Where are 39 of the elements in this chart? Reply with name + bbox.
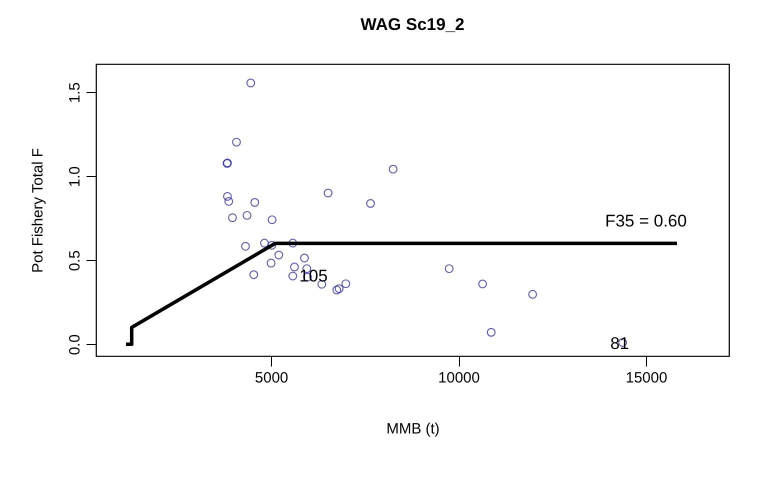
y-tick-label: 0.0 xyxy=(66,334,84,356)
point xyxy=(388,164,398,174)
point xyxy=(267,240,276,250)
point xyxy=(228,213,237,222)
point xyxy=(266,258,276,268)
annotation: F35 = 0.60 xyxy=(605,211,687,230)
point xyxy=(332,286,342,294)
point xyxy=(528,290,538,299)
y-tick-label: 0.5 xyxy=(66,250,84,272)
y-tick-label: 1.5 xyxy=(66,82,84,104)
point xyxy=(300,254,309,262)
point xyxy=(232,138,241,147)
x-tick-label: 15000 xyxy=(626,370,668,386)
point xyxy=(246,78,256,88)
point xyxy=(223,192,232,201)
point xyxy=(444,264,454,274)
point xyxy=(324,188,333,198)
y-axis-title: Pot Fishery Total F xyxy=(30,148,46,273)
point xyxy=(290,262,299,272)
point xyxy=(268,215,277,224)
annotation: 81 xyxy=(610,334,630,354)
point xyxy=(250,198,260,207)
x-tick-label: 10000 xyxy=(438,370,480,386)
point xyxy=(260,238,269,248)
point xyxy=(274,250,284,260)
point xyxy=(241,242,250,251)
point xyxy=(341,279,350,288)
point xyxy=(249,270,258,280)
y-tick-label: 1.0 xyxy=(66,166,84,188)
x-tick-label: 5000 xyxy=(254,370,288,386)
chart-title: WAG Sc19_2 xyxy=(360,15,464,34)
point xyxy=(334,284,344,294)
point xyxy=(224,197,234,206)
x-axis-title: MMB (t) xyxy=(386,420,440,438)
point xyxy=(366,199,375,208)
point xyxy=(242,210,252,220)
point xyxy=(288,272,298,280)
point xyxy=(478,280,488,288)
point xyxy=(486,328,496,337)
